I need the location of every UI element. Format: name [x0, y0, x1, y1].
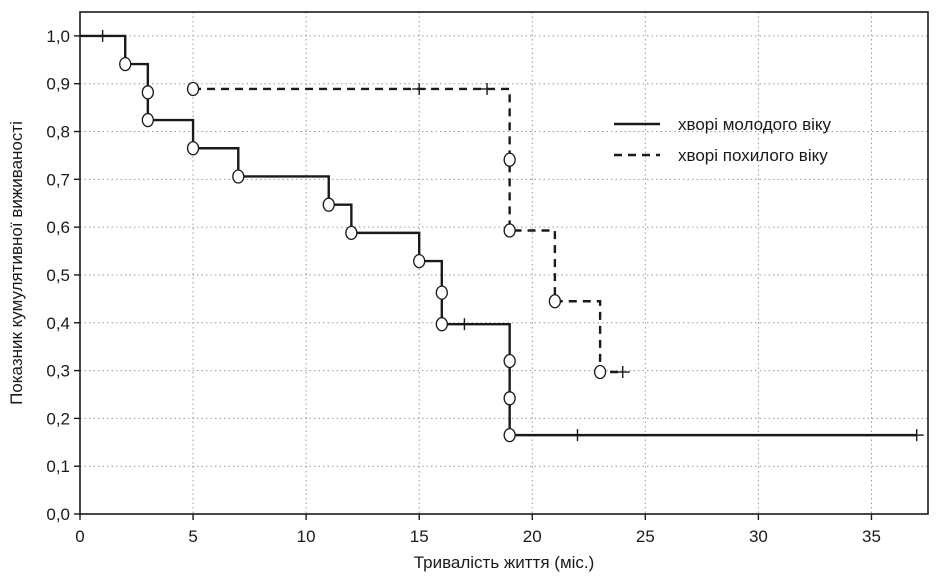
event-marker	[503, 427, 516, 443]
plot-frame	[79, 11, 929, 515]
grid-layer	[80, 12, 928, 514]
y-tick-label: 0,2	[46, 409, 70, 428]
event-marker	[435, 285, 448, 300]
event-marker	[119, 56, 132, 72]
event-marker	[548, 294, 562, 309]
y-tick-label: 0,6	[46, 218, 70, 237]
event-marker	[503, 391, 516, 406]
y-tick-label: 0,0	[46, 505, 70, 524]
legend-label-young: хворі молодого віку	[678, 115, 832, 134]
x-tick-label: 5	[188, 527, 197, 546]
y-tick-label: 0,5	[46, 266, 70, 285]
event-marker	[186, 81, 200, 97]
x-tick-label: 35	[862, 527, 881, 546]
event-marker	[593, 364, 607, 380]
x-tick-label: 0	[75, 527, 84, 546]
y-tick-label: 1,0	[46, 27, 70, 46]
event-marker	[503, 152, 516, 167]
x-tick-label: 10	[297, 527, 316, 546]
event-marker	[345, 225, 358, 241]
ticks-layer: 0,0 0,1 0,2 0,3 0,4 0,5 0,6 0,7 0,8 0,9 1,0 0 5 10 15 2…	[46, 27, 881, 546]
y-tick-label: 0,3	[46, 362, 70, 381]
series-line-0	[80, 34, 917, 437]
y-tick-label: 0,7	[46, 170, 70, 189]
event-marker	[141, 85, 154, 100]
event-marker	[186, 141, 200, 156]
event-marker	[141, 112, 154, 128]
x-tick-label: 20	[523, 527, 542, 546]
y-tick-label: 0,9	[46, 75, 70, 94]
event-marker	[503, 353, 516, 369]
event-marker	[413, 253, 426, 269]
event-marker	[322, 197, 335, 212]
x-axis-title: Тривалість життя (міс.)	[414, 553, 595, 572]
y-tick-label: 0,1	[46, 457, 70, 476]
y-tick-label: 0,4	[46, 314, 70, 333]
series-layer	[80, 29, 924, 443]
y-axis-title: Показник кумулятивної виживаності	[7, 121, 26, 405]
legend: хворі молодого віку хворі похилого віку	[614, 115, 832, 165]
event-marker	[503, 223, 516, 238]
legend-label-old: хворі похилого віку	[678, 146, 828, 165]
x-tick-label: 25	[636, 527, 655, 546]
event-marker	[435, 317, 448, 332]
y-tick-label: 0,8	[46, 123, 70, 142]
series-line-1	[193, 87, 623, 374]
x-tick-label: 30	[749, 527, 768, 546]
event-marker	[232, 169, 245, 184]
x-tick-label: 15	[410, 527, 429, 546]
